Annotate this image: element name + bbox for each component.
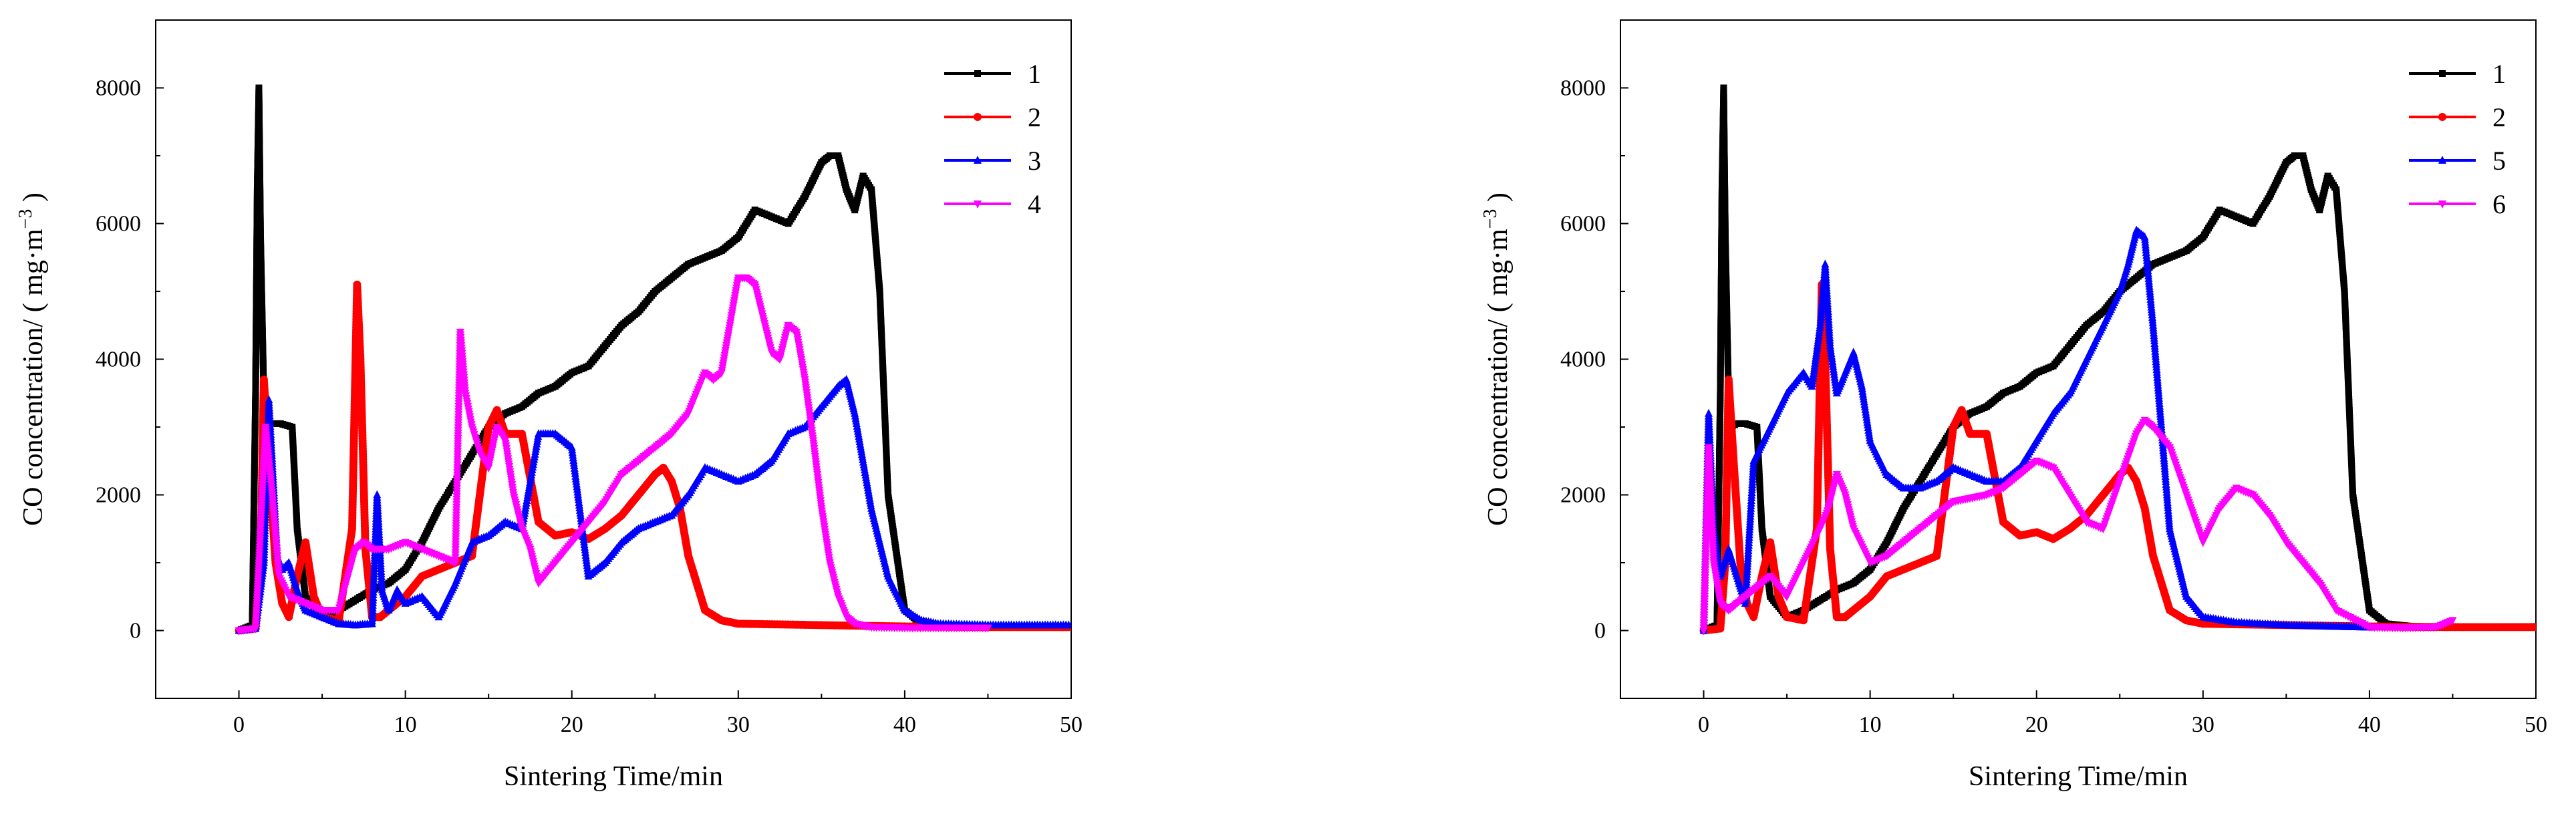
legend-marker xyxy=(974,200,982,209)
x-tick-label: 30 xyxy=(727,712,750,737)
y-tick-label: 8000 xyxy=(96,76,141,101)
legend-item: 2 xyxy=(944,102,1041,132)
legend-label: 4 xyxy=(1028,189,1041,219)
x-tick-label: 20 xyxy=(2025,712,2048,737)
legend-item: 4 xyxy=(944,189,1041,219)
y-tick-label: 6000 xyxy=(1560,212,1606,237)
y-tick-label: 0 xyxy=(130,619,141,644)
series-2 xyxy=(235,280,1071,635)
chart-right: 0 10 20 30 40 50 0 2000 4000 6000 8000 Sintering Ti… xyxy=(1480,19,2547,792)
y-tick-label: 2000 xyxy=(1560,483,1606,508)
chart-left: 0 10 20 30 40 50 0 2000 4000 6000 8000 Sintering Ti… xyxy=(15,19,1083,792)
y-tick-label: 4000 xyxy=(96,348,141,372)
legend-marker xyxy=(974,113,982,121)
x-tick-label: 10 xyxy=(394,712,417,737)
y-tick-label: 4000 xyxy=(1560,348,1606,372)
x-tick-label: 50 xyxy=(2525,712,2547,737)
data-point xyxy=(1067,620,1071,629)
x-tick-label: 50 xyxy=(1060,712,1083,737)
series-2 xyxy=(1699,280,2536,635)
legend: 1 2 3 4 xyxy=(944,59,1041,219)
y-tick-label: 0 xyxy=(1594,619,1606,644)
x-tick-label: 0 xyxy=(1698,712,1709,737)
x-tick-label: 10 xyxy=(1859,712,1882,737)
series-layer xyxy=(1699,84,2536,636)
y-tick-label: 6000 xyxy=(96,212,141,237)
y-axis-label: CO concentration/ ( mg·m−3 ) xyxy=(1480,192,1514,526)
series-layer xyxy=(235,84,1071,636)
x-tick-label: 40 xyxy=(893,712,916,737)
x-axis-label: Sintering Time/min xyxy=(504,761,723,792)
x-axis-label: Sintering Time/min xyxy=(1969,761,2188,792)
x-tick-label: 0 xyxy=(233,712,245,737)
x-tick-label: 20 xyxy=(561,712,583,737)
x-tick-label: 40 xyxy=(2358,712,2381,737)
data-point xyxy=(984,624,992,633)
legend-item: 3 xyxy=(944,146,1041,176)
legend-marker xyxy=(974,70,981,77)
y-tick-label: 2000 xyxy=(96,483,141,508)
legend-label: 3 xyxy=(1028,146,1041,176)
legend-item: 1 xyxy=(944,59,1041,89)
legend-marker xyxy=(974,156,982,164)
x-tick-label: 30 xyxy=(2192,712,2214,737)
y-tick-label: 8000 xyxy=(1560,76,1606,101)
legend-label: 1 xyxy=(1028,59,1041,89)
legend-label: 2 xyxy=(1028,102,1041,132)
y-axis-label: CO concentration/ ( mg·m−3 ) xyxy=(15,192,49,526)
series-4 xyxy=(235,274,992,636)
